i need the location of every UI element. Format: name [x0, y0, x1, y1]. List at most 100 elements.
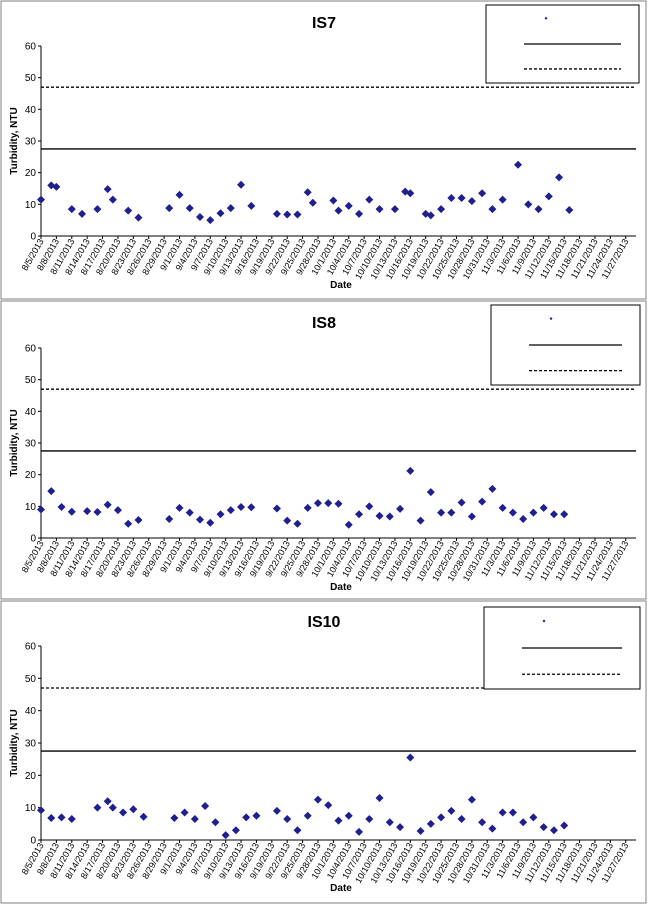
- data-point: [78, 209, 87, 218]
- data-point: [185, 508, 194, 517]
- data-point: [308, 198, 317, 207]
- data-point: [293, 519, 302, 528]
- chart-title: IS10: [308, 614, 341, 631]
- data-point: [272, 504, 281, 513]
- y-axis-label: Turbidity, NTU: [9, 107, 20, 174]
- data-point: [437, 508, 446, 517]
- data-point: [303, 503, 312, 512]
- data-point: [247, 503, 256, 512]
- data-point: [396, 504, 405, 513]
- data-point: [283, 814, 292, 823]
- data-point: [447, 508, 456, 517]
- data-point: [93, 803, 102, 812]
- y-axis-label: Turbidity, NTU: [9, 709, 20, 776]
- data-point: [247, 201, 256, 210]
- data-point: [365, 814, 374, 823]
- data-point: [467, 795, 476, 804]
- data-point: [467, 512, 476, 521]
- data-point: [329, 196, 338, 205]
- y-tick-label: 0: [30, 534, 36, 545]
- data-point: [498, 808, 507, 817]
- chart-panel-is7: IS701020304050608/5/20138/8/20138/11/201…: [0, 0, 647, 300]
- data-point: [303, 811, 312, 820]
- data-point: [344, 811, 353, 820]
- chart-title: IS7: [312, 15, 336, 32]
- data-point: [139, 812, 148, 821]
- x-axis-label: Date: [330, 582, 352, 593]
- data-point: [272, 209, 281, 218]
- data-point: [406, 466, 415, 475]
- y-tick-label: 0: [30, 836, 36, 847]
- data-point: [190, 814, 199, 823]
- data-point: [519, 818, 528, 827]
- data-point: [226, 506, 235, 515]
- data-point: [252, 811, 261, 820]
- data-point: [508, 508, 517, 517]
- data-point: [272, 806, 281, 815]
- data-point: [303, 188, 312, 197]
- data-point: [560, 510, 569, 519]
- legend-marker: [549, 317, 553, 321]
- y-tick-label: 10: [25, 200, 37, 211]
- data-point: [488, 824, 497, 833]
- data-point: [539, 823, 548, 832]
- y-tick-label: 10: [25, 502, 37, 513]
- data-point: [108, 803, 117, 812]
- data-point: [334, 499, 343, 508]
- data-point: [216, 510, 225, 519]
- y-tick-label: 20: [25, 168, 37, 179]
- y-tick-label: 40: [25, 105, 37, 116]
- data-point: [457, 498, 466, 507]
- data-point: [216, 209, 225, 218]
- data-point: [385, 512, 394, 521]
- data-point: [221, 831, 230, 840]
- y-tick-label: 50: [25, 375, 37, 386]
- data-point: [175, 190, 184, 199]
- data-point: [457, 814, 466, 823]
- data-point: [185, 204, 194, 213]
- chart-panel-is8: IS801020304050608/5/20138/8/20138/11/201…: [0, 300, 647, 600]
- y-tick-label: 30: [25, 739, 37, 750]
- data-point: [437, 813, 446, 822]
- data-point: [385, 818, 394, 827]
- data-point: [498, 503, 507, 512]
- data-point: [355, 827, 364, 836]
- data-point: [549, 826, 558, 835]
- data-point: [52, 182, 61, 191]
- data-point: [447, 806, 456, 815]
- y-tick-label: 30: [25, 137, 37, 148]
- data-point: [93, 205, 102, 214]
- data-point: [437, 205, 446, 214]
- data-point: [108, 195, 117, 204]
- data-point: [457, 194, 466, 202]
- chart-panel-is10: IS1001020304050608/5/20138/8/20138/11/20…: [0, 600, 647, 904]
- data-point: [103, 797, 112, 806]
- data-point: [124, 519, 133, 528]
- data-point: [242, 813, 251, 822]
- y-tick-label: 60: [25, 642, 37, 653]
- data-point: [134, 213, 143, 222]
- data-point: [549, 510, 558, 519]
- y-tick-label: 30: [25, 439, 37, 450]
- data-point: [231, 826, 240, 835]
- data-point: [165, 204, 174, 213]
- data-point: [283, 516, 292, 525]
- y-tick-label: 20: [25, 771, 37, 782]
- legend: [485, 4, 640, 84]
- data-point: [37, 195, 45, 204]
- data-point: [365, 195, 374, 204]
- data-point: [565, 206, 574, 215]
- data-point: [514, 160, 523, 169]
- data-point: [201, 802, 210, 811]
- data-point: [37, 505, 45, 514]
- data-point: [344, 520, 353, 529]
- data-point: [237, 502, 246, 511]
- data-point: [406, 753, 415, 762]
- y-tick-label: 60: [25, 42, 37, 53]
- data-point: [196, 213, 205, 221]
- y-tick-label: 10: [25, 803, 37, 814]
- y-tick-label: 50: [25, 674, 37, 685]
- data-point: [206, 216, 215, 225]
- y-tick-label: 60: [25, 344, 37, 355]
- data-point: [124, 206, 133, 215]
